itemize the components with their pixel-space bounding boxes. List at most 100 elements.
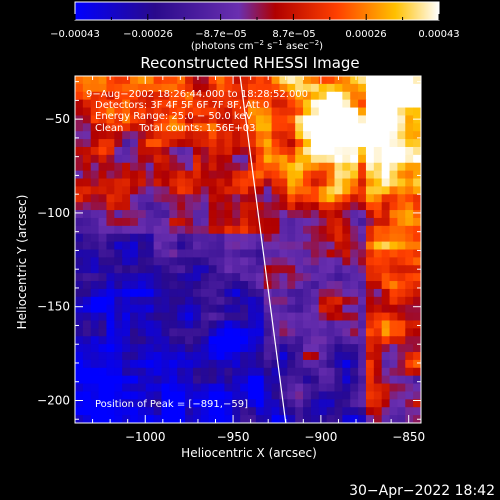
image-cell (381, 328, 391, 337)
image-cell (365, 288, 375, 298)
solar-limb-line (239, 76, 287, 423)
image-cell (161, 328, 170, 337)
image-cell (216, 233, 226, 243)
image-cell (185, 217, 194, 227)
image-cell (90, 225, 100, 235)
image-cell (263, 194, 273, 203)
image-cell (358, 146, 367, 156)
image-cell (98, 336, 108, 345)
image-cell (177, 336, 186, 345)
image-cell (90, 375, 100, 385)
image-cell (405, 352, 414, 361)
image-cell (295, 407, 304, 416)
image-cell (130, 352, 139, 361)
image-cell (82, 320, 92, 329)
image-cell (185, 194, 194, 203)
image-cell (373, 407, 383, 416)
image-cell (373, 383, 383, 393)
image-cell (397, 328, 406, 337)
image-cell (342, 352, 351, 361)
image-cell (397, 367, 406, 377)
image-cell (145, 131, 155, 140)
image-cell (224, 225, 233, 235)
image-cell (326, 304, 336, 314)
image-cell (263, 257, 273, 266)
image-cell (248, 233, 257, 243)
image-cell (365, 154, 375, 164)
image-cell (200, 225, 210, 235)
image-cell (279, 241, 288, 251)
image-cell (358, 225, 367, 235)
image-cell (224, 107, 233, 117)
image-cell (263, 178, 273, 188)
annotation-detectors: Detectors: 3F 4F 5F 6F 7F 8F, Att 0 (95, 100, 269, 111)
x-tick-label: −850 (392, 430, 425, 444)
image-cell (82, 194, 92, 203)
image-cell (208, 107, 218, 117)
image-cell (381, 91, 391, 101)
image-cell (106, 296, 115, 306)
image-cell (271, 328, 281, 337)
image-cell (177, 375, 186, 385)
image-cell (381, 225, 391, 235)
image-cell (405, 233, 414, 243)
image-cell (185, 415, 194, 423)
image-cell (263, 217, 273, 227)
image-cell (248, 99, 257, 109)
image-cell (161, 336, 170, 345)
image-cell (279, 76, 288, 85)
image-cell (232, 225, 241, 235)
image-cell (75, 265, 84, 274)
image-cell (255, 99, 265, 109)
image-cell (114, 304, 123, 314)
image-cell (397, 99, 406, 109)
image-cell (216, 76, 226, 85)
image-cell (413, 83, 421, 93)
image-cell (326, 139, 336, 148)
image-cell (122, 76, 131, 85)
image-cell (279, 249, 288, 258)
image-cell (240, 304, 249, 314)
image-cell (295, 115, 304, 124)
image-cell (224, 336, 233, 345)
image-cell (161, 154, 170, 164)
image-cell (224, 399, 233, 408)
image-cell (82, 399, 92, 408)
image-cell (208, 391, 218, 400)
image-cell (365, 107, 375, 117)
image-cell (287, 146, 296, 156)
image-cell (318, 186, 328, 195)
image-cell (326, 257, 336, 266)
image-cell (358, 257, 367, 266)
image-cell (82, 257, 92, 266)
image-cell (216, 210, 226, 219)
image-cell (82, 367, 92, 377)
image-cell (381, 312, 391, 322)
image-cell (208, 288, 218, 298)
image-cell (137, 328, 147, 337)
image-cell (334, 154, 343, 164)
image-cell (200, 336, 210, 345)
image-cell (75, 154, 84, 164)
image-cell (397, 383, 406, 393)
image-cell (303, 210, 312, 219)
image-cell (334, 304, 343, 314)
image-cell (130, 241, 139, 251)
image-cell (358, 265, 367, 274)
image-cell (255, 352, 265, 361)
image-cell (145, 296, 155, 306)
image-cell (75, 76, 84, 85)
image-cell (397, 202, 406, 211)
image-cell (318, 217, 328, 227)
image-cell (153, 83, 163, 93)
image-cell (295, 139, 304, 148)
image-cell (153, 217, 163, 227)
image-cell (114, 241, 123, 251)
image-cell (145, 233, 155, 243)
image-cell (208, 249, 218, 258)
image-cell (263, 312, 273, 322)
image-cell (169, 131, 178, 140)
image-cell (365, 123, 375, 132)
image-cell (232, 407, 241, 416)
image-cell (224, 320, 233, 329)
